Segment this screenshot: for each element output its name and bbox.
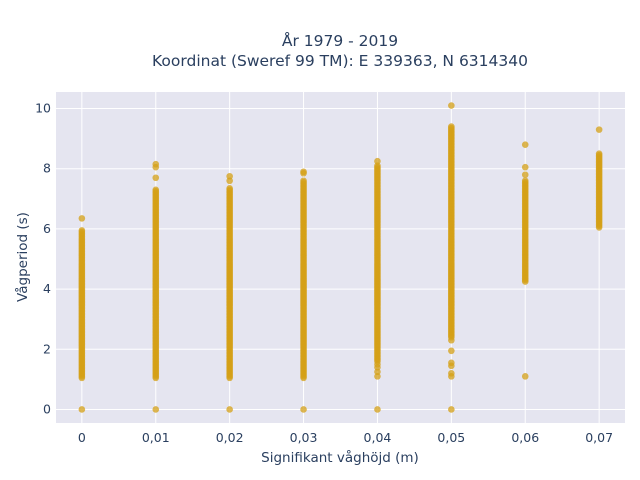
data-point (300, 168, 307, 176)
data-point (78, 215, 86, 222)
y-axis-label: Vågperiod (s) (14, 212, 31, 302)
y-tick-label: 6 (43, 221, 51, 236)
x-tick-label: 0,03 (290, 430, 318, 445)
y-tick-label: 4 (43, 281, 51, 296)
x-tick-label: 0,06 (511, 430, 539, 445)
x-tick-label: 0,01 (142, 430, 170, 445)
x-axis-label: Signifikant våghöjd (m) (261, 449, 419, 466)
data-point (226, 172, 233, 180)
data-point (521, 373, 529, 380)
y-axis-ticks: 0 2 4 6 8 10 (35, 101, 51, 417)
data-point (152, 186, 160, 194)
data-point (152, 160, 160, 168)
data-point (521, 141, 529, 148)
data-point (448, 102, 455, 109)
data-point (521, 171, 529, 179)
x-axis-ticks: 0 0,01 0,02 0,03 0,04 0,05 0,06 0,07 (78, 430, 613, 445)
y-tick-label: 0 (43, 401, 51, 416)
data-point (374, 162, 381, 170)
data-point (152, 406, 160, 413)
chart-subtitle: Koordinat (Sweref 99 TM): E 339363, N 63… (152, 52, 528, 70)
data-point (374, 406, 381, 413)
chart-title: År 1979 - 2019 (282, 31, 398, 50)
x-tick-label: 0,05 (437, 430, 465, 445)
data-point (521, 177, 529, 185)
data-point (78, 406, 86, 413)
data-point (78, 227, 86, 234)
x-tick-label: 0 (78, 430, 86, 445)
data-point (226, 177, 233, 185)
data-point (521, 163, 529, 171)
data-point (374, 373, 381, 380)
data-point (374, 361, 381, 368)
data-point (448, 123, 455, 130)
data-point (448, 406, 455, 413)
x-tick-label: 0,02 (216, 430, 244, 445)
y-tick-label: 2 (43, 341, 51, 356)
x-tick-label: 0,07 (585, 430, 613, 445)
data-point (300, 177, 307, 185)
data-point (448, 336, 455, 344)
data-point (226, 184, 233, 192)
data-point (448, 347, 455, 355)
data-point (300, 406, 307, 413)
data-point (152, 174, 160, 182)
x-tick-label: 0,04 (364, 430, 392, 445)
data-point (595, 126, 603, 133)
plot-area (56, 92, 625, 423)
data-point (374, 368, 381, 376)
data-points (78, 102, 603, 413)
y-tick-label: 8 (43, 161, 51, 176)
data-point (448, 359, 455, 367)
data-point (448, 370, 455, 377)
y-tick-label: 10 (35, 101, 51, 116)
data-point (374, 157, 381, 165)
data-point (226, 406, 233, 413)
data-point (595, 150, 603, 157)
